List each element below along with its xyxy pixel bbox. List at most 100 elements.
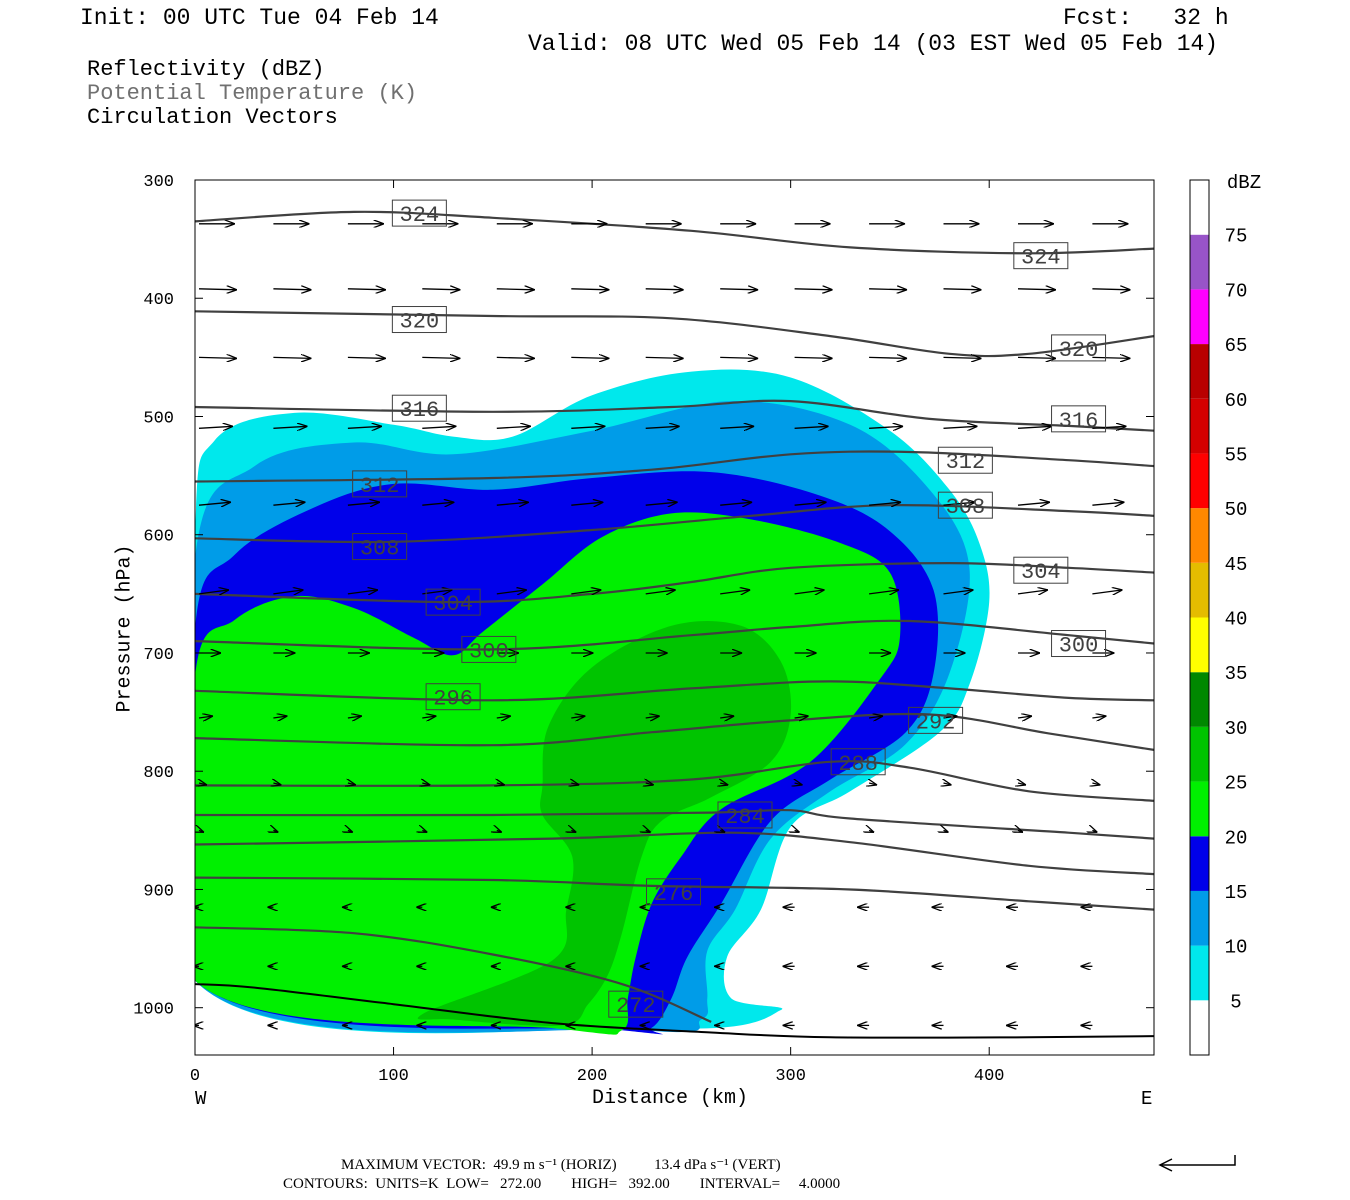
contour-label-box [608, 990, 664, 1018]
circulation-vector [869, 502, 901, 505]
circulation-vector [347, 502, 380, 505]
circulation-vector [869, 289, 907, 290]
x-tick-label: 0 [190, 1067, 200, 1086]
valid-time: Valid: 08 UTC Wed 05 Feb 14 (03 EST Wed … [528, 31, 1219, 57]
circulation-vector [646, 783, 654, 785]
max-vector-note: MAXIMUM VECTOR: 49.9 m s⁻¹ (HORIZ) 13.4 … [341, 1157, 781, 1173]
colorbar-segment-30 [1190, 672, 1209, 727]
contour-label-box [717, 801, 773, 829]
colorbar-tick-label: 75 [1225, 226, 1248, 248]
cross-section-chart: 0 100 200 300 400 300 400 500 600 700 800 900 1000 3… [133, 172, 1261, 1086]
circulation-vector [869, 590, 899, 594]
circulation-vector [347, 426, 382, 428]
y-axis-title: Pressure (hPa) [113, 544, 137, 713]
contour-label-text: 296 [433, 687, 473, 712]
colorbar-segment-15 [1190, 836, 1209, 891]
field-label-theta: Potential Temperature (K) [87, 81, 418, 106]
init-time: Init: 00 UTC Tue 04 Feb 14 [80, 5, 439, 31]
contour-label-box [1013, 242, 1069, 270]
colorbar-title: dBZ [1227, 172, 1261, 194]
circulation-vector [1092, 830, 1097, 832]
circulation-vector [1018, 783, 1026, 785]
circulation-vector [571, 716, 585, 718]
contour-label-308: 308 [937, 491, 993, 520]
y-tick-label: 700 [143, 646, 174, 665]
colorbar-segment-75 [1190, 180, 1209, 235]
x-axis-right-end: E [1141, 1088, 1153, 1110]
circulation-vector [199, 783, 207, 785]
circulation-vector [422, 716, 436, 718]
contour-label-box [937, 491, 993, 519]
circulation-vector [720, 426, 754, 428]
circulation-vector [645, 716, 660, 718]
circulation-vector [571, 830, 576, 832]
axes-layer: 0 100 200 300 400 300 400 500 600 700 800 900 1000 [133, 173, 1154, 1086]
contour-label-box [1013, 556, 1069, 584]
theta-contour-292 [195, 712, 1154, 751]
contour-label-316: 316 [391, 394, 447, 423]
y-tick-label: 500 [143, 409, 174, 428]
colorbar-segment-45 [1190, 508, 1209, 563]
theta-contour-304 [195, 561, 1154, 604]
circulation-vector [273, 357, 311, 358]
circulation-vector [720, 502, 752, 505]
colorbar-tick-label: 70 [1225, 280, 1248, 302]
y-tick-label: 800 [143, 764, 174, 783]
circulation-vector [497, 830, 502, 832]
contour-label-box [830, 748, 886, 776]
x-tick-label: 100 [378, 1067, 409, 1086]
circulation-vector [1018, 830, 1023, 832]
contour-label-296: 296 [425, 683, 481, 712]
contour-label-box [1051, 405, 1107, 433]
circulation-vector [496, 716, 511, 718]
circulation-vector [496, 426, 531, 428]
contour-label-box [461, 635, 517, 663]
contour-label-box [425, 683, 481, 711]
circulation-vector [571, 289, 609, 290]
circulation-vector [273, 590, 303, 594]
circulation-vector [496, 289, 535, 290]
contour-info: CONTOURS: UNITS=K LOW= 272.00 HIGH= 392.… [283, 1176, 841, 1192]
contour-label-text: 324 [400, 203, 440, 228]
terrain-layer [195, 983, 1154, 1039]
theta-contour-312 [195, 450, 1154, 483]
theta-contour-324 [195, 210, 1154, 255]
circulation-vector [199, 830, 204, 832]
contour-label-box [1051, 630, 1107, 658]
circulation-vector [944, 783, 952, 785]
theta-contour-layer [195, 210, 1154, 1023]
contour-label-320: 320 [1051, 334, 1107, 363]
x-tick-label: 400 [974, 1067, 1005, 1086]
circulation-vector [422, 289, 460, 290]
contour-label-box [391, 199, 447, 227]
circulation-vector [794, 590, 825, 594]
circulation-vector [422, 783, 430, 785]
colorbar-tick-label: 5 [1230, 991, 1241, 1013]
circulation-vector [1092, 357, 1130, 358]
reflectivity-region-25dbz [417, 620, 792, 1027]
circulation-vector [645, 426, 680, 428]
colorbar-tick-label: 30 [1225, 718, 1248, 740]
circulation-vector [943, 357, 982, 358]
contour-label-text: 320 [400, 310, 440, 335]
contour-label-box [391, 394, 447, 422]
colorbar-tick-label: 55 [1225, 444, 1248, 466]
colorbar-tick-label: 15 [1225, 882, 1248, 904]
colorbar-segment-35 [1190, 617, 1209, 673]
contour-label-284: 284 [717, 801, 773, 830]
contour-label-304: 304 [425, 588, 481, 617]
contour-label-272: 272 [608, 990, 664, 1019]
y-tick-label: 400 [143, 291, 174, 310]
circulation-vector [496, 357, 535, 358]
colorbar-frame [1189, 179, 1210, 1056]
y-tick-label: 300 [143, 173, 174, 192]
x-tick-label: 300 [775, 1067, 806, 1086]
circulation-vector [720, 289, 758, 290]
contour-label-layer: 324 324 320 320 316 316 312 312 308 308 304 304 300 3… [352, 199, 1107, 1019]
contour-label-text: 308 [360, 537, 400, 562]
circulation-vector [645, 590, 676, 594]
theta-contour-276 [195, 876, 1154, 911]
circulation-vector [422, 830, 427, 832]
circulation-vector [198, 357, 237, 358]
circulation-vector [347, 289, 386, 290]
